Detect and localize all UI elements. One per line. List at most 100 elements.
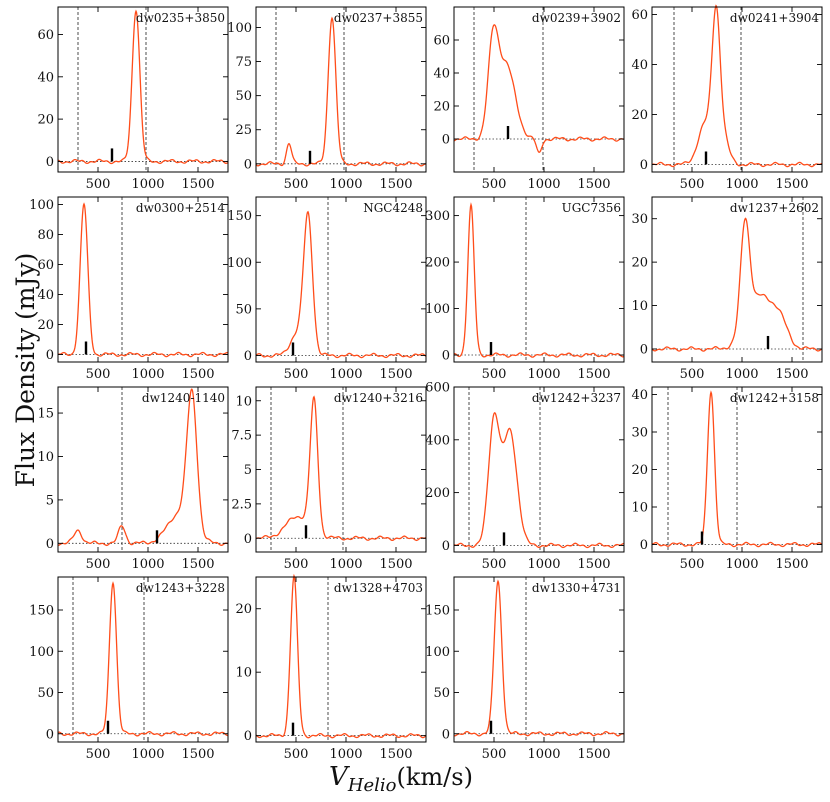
x-tick-label: 1500	[577, 557, 610, 572]
panel-title: dw1330+4731	[532, 581, 621, 595]
x-axis-title-subscript: Helio	[347, 775, 397, 796]
spectrum-line	[453, 579, 625, 737]
y-tick-label: 0	[244, 157, 252, 172]
y-tick-label: 60	[631, 8, 648, 23]
y-tick-label: 15	[37, 407, 54, 422]
y-tick-label: 0	[244, 729, 252, 744]
y-tick-label: 600	[425, 381, 450, 396]
y-tick-label: 50	[235, 302, 252, 317]
y-tick-label: 25	[235, 123, 252, 138]
y-tick-label: 150	[29, 604, 54, 619]
panel-dw0300+2514: 500 1000 1500 0 20 40 60 80 100 dw0300+2514	[29, 196, 229, 382]
panel-frame	[453, 386, 625, 553]
x-tick-label: 1000	[527, 557, 560, 572]
y-tick-label: 60	[433, 34, 450, 49]
y-tick-label: 5	[244, 463, 252, 478]
y-tick-label: 400	[425, 433, 450, 448]
x-tick-label: 500	[482, 747, 507, 762]
y-tick-label: 100	[227, 256, 252, 271]
y-tick-label: 60	[37, 258, 54, 273]
x-tick-label: 500	[86, 367, 111, 382]
panel-title: dw0300+2514	[136, 201, 225, 215]
x-tick-label: 1500	[379, 747, 412, 762]
x-tick-label: 1500	[379, 367, 412, 382]
x-tick-label: 1000	[725, 367, 758, 382]
y-tick-label: 20	[631, 108, 648, 123]
x-tick-label: 1000	[131, 747, 164, 762]
panel-title: dw1242+3158	[730, 391, 819, 405]
panel-UGC7356: 500 1000 1500 0 100 200 300 UGC7356	[425, 196, 625, 382]
y-tick-label: 0	[46, 537, 54, 552]
y-tick-label: 20	[37, 318, 54, 333]
x-tick-label: 1000	[527, 367, 560, 382]
y-tick-label: 50	[433, 686, 450, 701]
y-tick-label: 0	[442, 349, 450, 364]
x-tick-label: 500	[482, 367, 507, 382]
panel-dw0235+3850: 500 1000 1500 0 20 40 60 dw0235+3850	[37, 6, 229, 192]
y-tick-label: 10	[631, 299, 648, 314]
y-tick-label: 0	[46, 155, 54, 170]
spectrum-line	[453, 24, 624, 153]
y-tick-label: 0	[46, 348, 54, 363]
panel-title: dw1240-1140	[142, 391, 225, 405]
y-tick-label: 0	[244, 349, 252, 364]
x-tick-label: 1000	[131, 367, 164, 382]
panel-dw1328+4703: 500 1000 1500 0 10 20 dw1328+4703	[235, 573, 427, 762]
x-tick-label: 500	[284, 177, 309, 192]
panel-frame	[255, 6, 427, 173]
y-tick-label: 20	[37, 113, 54, 128]
x-tick-label: 1500	[577, 367, 610, 382]
x-tick-label: 1500	[577, 177, 610, 192]
y-tick-label: 200	[425, 256, 450, 271]
panel-frame	[255, 196, 427, 363]
y-tick-label: 150	[227, 209, 252, 224]
panel-title: UGC7356	[562, 201, 621, 215]
panel-frame	[453, 576, 625, 743]
y-tick-label: 150	[425, 604, 450, 619]
panel-title: dw1237+2602	[730, 201, 819, 215]
y-tick-label: 10	[37, 450, 54, 465]
panel-dw1242+3158: 500 1000 1500 0 10 20 30 40 dw1242+3158	[631, 386, 823, 572]
spectrum-line	[255, 16, 426, 167]
y-tick-label: 50	[37, 686, 54, 701]
x-tick-label: 1500	[379, 557, 412, 572]
y-tick-label: 0	[442, 539, 450, 554]
panel-title: dw1240+3216	[334, 391, 423, 405]
y-tick-label: 10	[631, 501, 648, 516]
y-tick-label: 20	[235, 602, 252, 617]
y-tick-label: 0	[442, 133, 450, 148]
y-tick-label: 20	[433, 100, 450, 115]
x-tick-label: 500	[284, 747, 309, 762]
y-tick-label: 100	[425, 302, 450, 317]
x-tick-label: 1500	[775, 557, 808, 572]
x-tick-label: 1500	[181, 367, 214, 382]
panel-dw1237+2602: 500 1000 1500 0 10 20 30 dw1237+2602	[631, 196, 823, 382]
x-tick-label: 500	[482, 177, 507, 192]
x-tick-label: 1500	[775, 177, 808, 192]
x-tick-label: 1500	[181, 177, 214, 192]
y-tick-label: 40	[37, 288, 54, 303]
panel-frame	[651, 6, 823, 173]
panel-frame	[453, 196, 625, 363]
x-tick-label: 1500	[379, 177, 412, 192]
panel-frame	[453, 6, 625, 173]
spectrum-line	[255, 573, 427, 739]
y-tick-label: 0	[244, 532, 252, 547]
y-tick-label: 100	[29, 198, 54, 213]
spectrum-line	[57, 202, 229, 358]
y-tick-label: 30	[631, 426, 648, 441]
x-tick-label: 1000	[725, 557, 758, 572]
spectrum-line	[453, 412, 624, 549]
x-tick-label: 500	[680, 367, 705, 382]
x-tick-label: 1500	[181, 747, 214, 762]
y-tick-label: 300	[425, 209, 450, 224]
y-tick-label: 60	[37, 28, 54, 43]
x-tick-label: 1000	[329, 557, 362, 572]
x-tick-label: 500	[680, 557, 705, 572]
x-tick-label: 500	[86, 557, 111, 572]
panel-dw1240-1140: 500 1000 1500 0 5 10 15 dw1240-1140	[37, 386, 229, 572]
y-tick-label: 0	[442, 727, 450, 742]
x-tick-label: 1000	[131, 177, 164, 192]
y-tick-label: 40	[433, 67, 450, 82]
